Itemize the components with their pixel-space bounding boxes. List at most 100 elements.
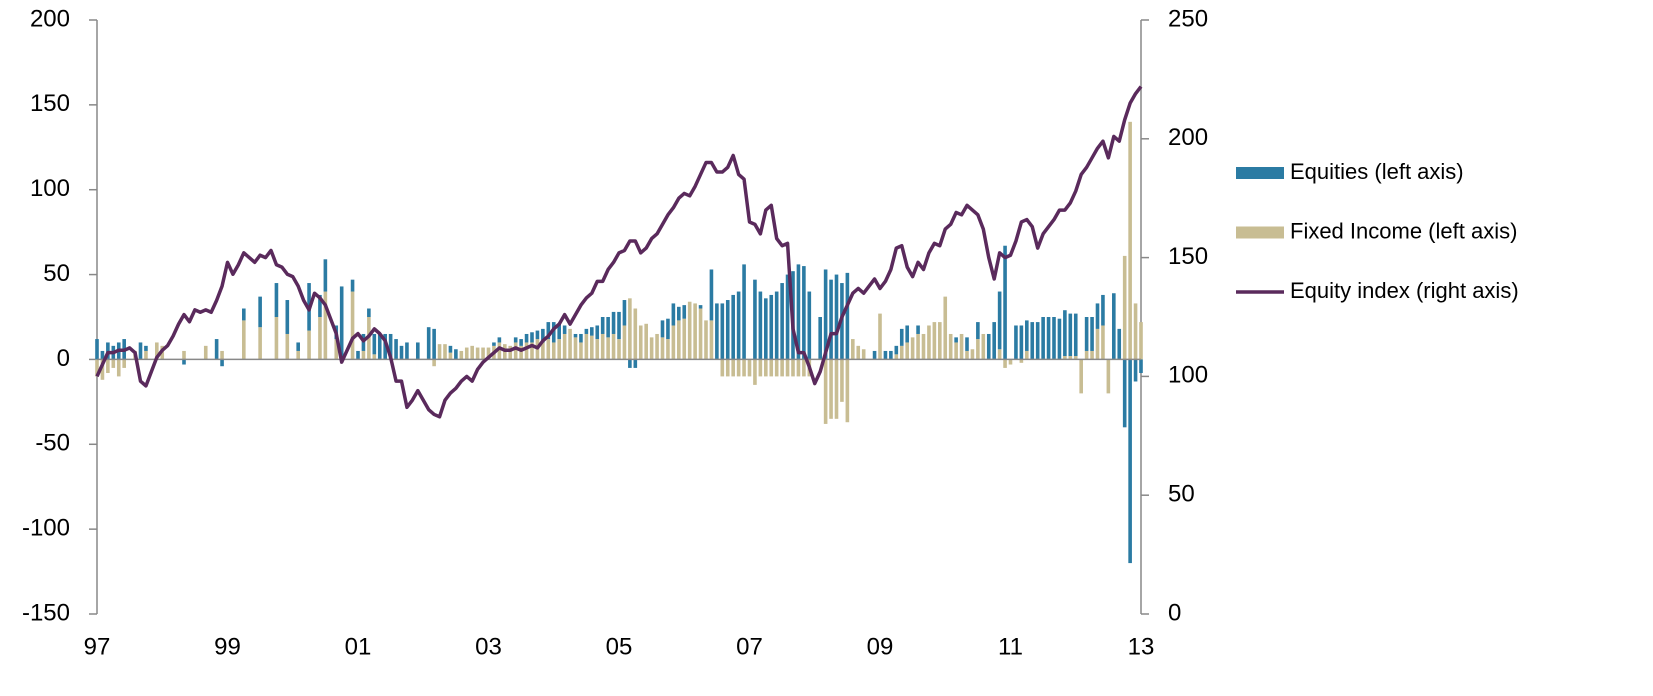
bar <box>497 337 502 343</box>
bar <box>834 359 839 419</box>
bar <box>834 274 839 360</box>
bar <box>1035 322 1040 360</box>
bar <box>1073 313 1078 357</box>
bar <box>339 286 344 360</box>
bar <box>758 291 763 360</box>
bar <box>764 359 768 377</box>
bar <box>464 347 469 360</box>
y-tick-label: 0 <box>57 345 70 372</box>
bar <box>372 333 377 355</box>
bar <box>1008 359 1013 365</box>
bar <box>715 303 719 360</box>
bar <box>698 308 703 360</box>
bar <box>182 350 186 360</box>
y-tick-label: -150 <box>22 599 70 626</box>
x-tick-label: 11 <box>998 633 1023 660</box>
bar <box>459 350 464 360</box>
y2-tick-label: 200 <box>1168 124 1208 151</box>
bar <box>889 350 893 360</box>
bar <box>122 359 126 368</box>
bar <box>383 333 387 360</box>
bar <box>551 322 556 343</box>
bar <box>774 359 779 377</box>
bar <box>780 359 784 377</box>
bar <box>334 339 339 360</box>
bar <box>731 359 735 377</box>
bar <box>323 259 328 292</box>
bar <box>296 342 300 351</box>
y2-tick-label: 250 <box>1168 5 1208 32</box>
bar <box>921 333 926 360</box>
bar <box>579 333 583 343</box>
bar <box>573 333 578 338</box>
y-tick-label: -50 <box>35 430 70 457</box>
bar <box>948 333 953 360</box>
bar <box>802 266 806 360</box>
bar <box>1063 356 1067 360</box>
bar <box>182 359 186 365</box>
bar <box>1052 317 1056 360</box>
bar <box>258 327 262 360</box>
bar <box>704 320 708 360</box>
legend-label: Equities (left axis) <box>1290 159 1464 184</box>
bar <box>802 359 806 377</box>
bar <box>530 332 534 343</box>
bar <box>785 359 790 377</box>
bar <box>372 354 377 360</box>
bar <box>856 345 861 360</box>
bar <box>660 320 665 338</box>
bar <box>546 339 551 360</box>
bar <box>606 337 610 360</box>
bar <box>818 317 822 360</box>
bar <box>638 325 643 360</box>
bar <box>1139 322 1143 360</box>
bar <box>753 279 757 360</box>
bar <box>959 333 964 360</box>
bar <box>361 350 366 360</box>
bar <box>590 335 594 360</box>
bar <box>742 264 746 360</box>
bar <box>590 327 594 336</box>
bar <box>872 350 877 360</box>
bar <box>731 294 735 360</box>
bar <box>399 345 404 360</box>
bar <box>541 328 545 343</box>
bar <box>894 345 899 355</box>
bar <box>655 333 659 360</box>
bar <box>546 322 551 340</box>
bar <box>95 359 99 377</box>
x-tick-label: 07 <box>736 633 763 660</box>
bar <box>144 350 148 360</box>
bar <box>530 342 534 360</box>
bar <box>606 317 610 338</box>
bar <box>671 325 676 360</box>
bar <box>1106 359 1111 394</box>
bar <box>644 323 648 360</box>
bar <box>377 333 382 360</box>
bar <box>851 339 855 360</box>
bar <box>242 320 246 360</box>
bar <box>736 359 741 377</box>
bar <box>138 342 143 360</box>
bar <box>1084 350 1089 360</box>
bar <box>769 294 774 360</box>
bar <box>242 308 246 321</box>
bar <box>541 342 545 360</box>
legend-swatch <box>1236 167 1284 179</box>
y-tick-label: -100 <box>22 514 70 541</box>
bar <box>1139 359 1143 374</box>
bar <box>1095 328 1100 360</box>
bar <box>965 337 969 351</box>
bar <box>899 328 904 346</box>
bar <box>426 327 431 360</box>
x-tick-label: 13 <box>1128 633 1155 660</box>
bar <box>285 300 290 334</box>
bar <box>628 359 632 368</box>
bar <box>323 291 328 360</box>
bar <box>274 283 279 317</box>
bar <box>116 359 121 377</box>
bar <box>470 345 474 360</box>
y2-tick-label: 100 <box>1168 362 1208 389</box>
bar <box>682 318 687 360</box>
